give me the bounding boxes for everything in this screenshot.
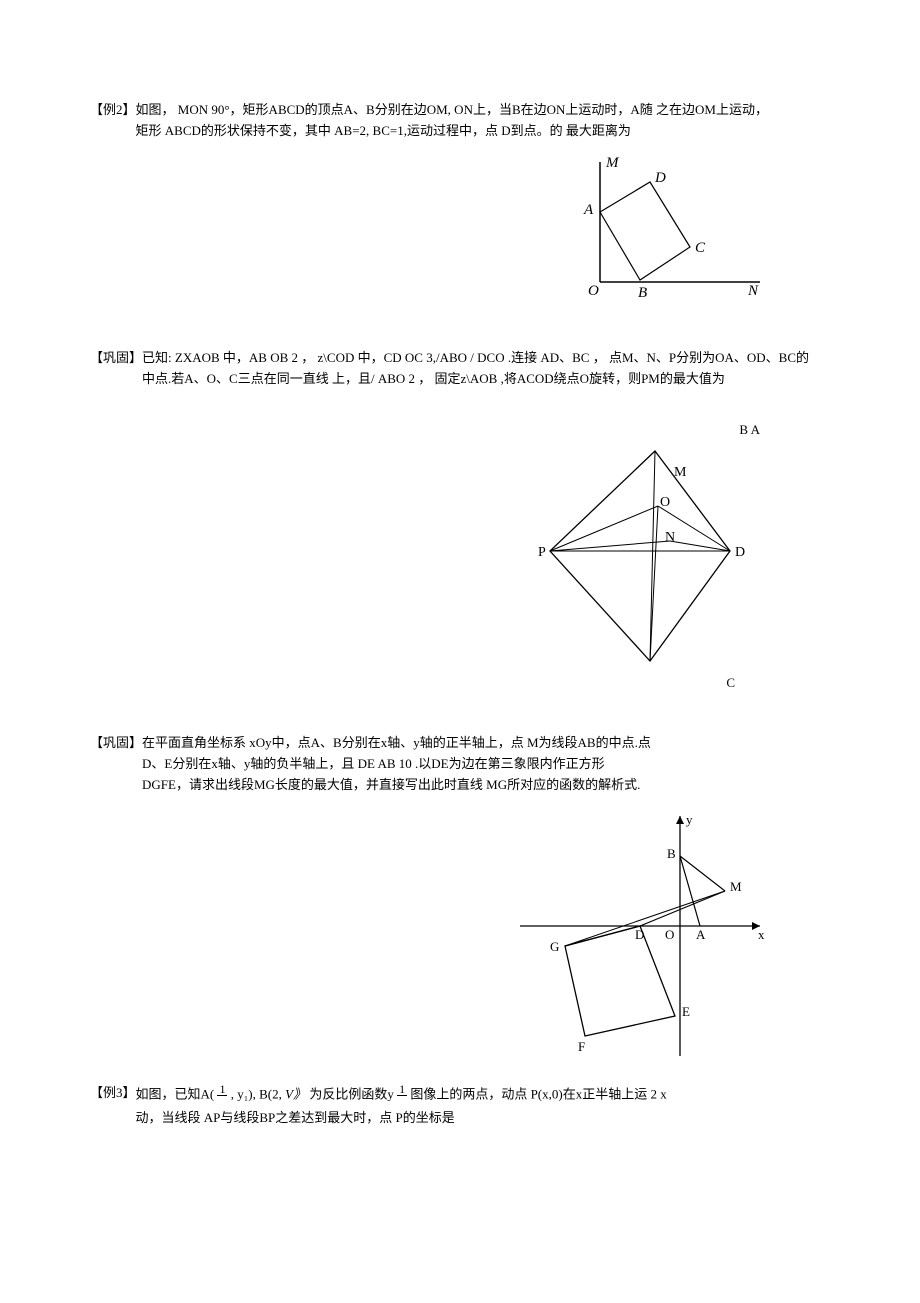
frac1: 1 [217,1083,227,1108]
figure-ex2: M D A C O B N [90,152,830,309]
tag-ex2: 【例2】 [90,100,136,121]
frac2: 1 [397,1083,407,1108]
problem-text: 【例2】 如图， MON 90°，矩形ABCD的顶点A、B分别在边OM, ON上… [90,100,830,142]
ex2-line2: 矩形 ABCD的形状保持不变，其中 AB=2, BC=1,运动过程中，点 D到点… [136,123,631,138]
body-g2: 在平面直角坐标系 xOy中，点A、B分别在x轴、y轴的正半轴上，点 M为线段AB… [142,733,830,795]
label-B: B [638,285,647,301]
problem-text-ex3: 【例3】 如图，已知A( 1 , y₁), B(2, V》 为反比例函数y 1 … [90,1083,830,1129]
g2-D: D [635,927,644,942]
g2-A: A [696,927,706,942]
body-ex2: 如图， MON 90°，矩形ABCD的顶点A、B分别在边OM, ON上，当B在边… [136,100,830,142]
problem-text-g1: 【巩固】 已知: ZXAOB 中，AB OB 2 ， z\COD 中，CD OC… [90,348,830,390]
ex3-pre: 如图，已知A( [136,1086,218,1101]
figure-g1: M O P N D [90,441,830,678]
g1-O: O [660,495,670,510]
tag-g2: 【巩固】 [90,733,142,754]
ex2-line1: 如图， MON 90°，矩形ABCD的顶点A、B分别在边OM, ON上，当B在边… [136,102,768,117]
problem-gonggu1: 【巩固】 已知: ZXAOB 中，AB OB 2 ， z\COD 中，CD OC… [90,348,830,693]
g2-line2: D、E分别在x轴、y轴的负半轴上，且 DE AB 10 .以DE为边在第三象限内… [142,756,605,771]
g2-M: M [730,879,742,894]
label-C: C [695,240,706,256]
problem-ex2: 【例2】 如图， MON 90°，矩形ABCD的顶点A、B分别在边OM, ON上… [90,100,830,308]
g2-x: x [758,927,765,942]
g2-G: G [550,939,559,954]
problem-text-g2: 【巩固】 在平面直角坐标系 xOy中，点A、B分别在x轴、y轴的正半轴上，点 M… [90,733,830,795]
g1-P: P [538,545,546,560]
problem-gonggu2: 【巩固】 在平面直角坐标系 xOy中，点A、B分别在x轴、y轴的正半轴上，点 M… [90,733,830,1072]
g1-M: M [674,465,687,480]
g2-O: O [665,927,674,942]
g2-E: E [682,1004,690,1019]
g2-line3: DGFE，请求出线段MG长度的最大值，并直接写出此时直线 MG所对应的函数的解析… [142,777,640,792]
label-D: D [654,170,666,186]
body-g1: 已知: ZXAOB 中，AB OB 2 ， z\COD 中，CD OC 3,/A… [142,348,830,390]
label-O: O [588,283,599,299]
figure-g2: y B M D O A x G E F [90,806,830,1073]
g2-B: B [667,846,676,861]
ex3-line2: 动，当线段 AP与线段BP之差达到最大时，点 P的坐标是 [136,1110,455,1125]
g2-line1: 在平面直角坐标系 xOy中，点A、B分别在x轴、y轴的正半轴上，点 M为线段AB… [142,735,651,750]
g2-y: y [686,812,693,827]
g1-N: N [665,530,675,545]
label-M: M [605,155,620,171]
label-A: A [583,202,594,218]
g1-line1: 已知: ZXAOB 中，AB OB 2 ， z\COD 中，CD OC 3,/A… [142,350,809,365]
tag-ex3: 【例3】 [90,1083,136,1104]
tag-g1: 【巩固】 [90,348,142,369]
ex3-ital: V》 [285,1086,306,1101]
label-BA: B A [90,420,830,441]
g2-F: F [578,1039,585,1054]
ex3-mid3: 图像上的两点，动点 P(x,0)在x正半轴上运 2 x [410,1086,666,1101]
body-ex3: 如图，已知A( 1 , y₁), B(2, V》 为反比例函数y 1 图像上的两… [136,1083,830,1129]
g1-line2: 中点.若A、O、C三点在同一直线 上，且/ ABO 2 ， 固定z\AOB ,将… [142,371,725,386]
g1-D: D [735,545,745,560]
ex3-mid1: , y₁), B(2, [231,1086,285,1101]
ex3-mid2: 为反比例函数y [309,1086,397,1101]
label-N: N [747,283,759,299]
problem-ex3: 【例3】 如图，已知A( 1 , y₁), B(2, V》 为反比例函数y 1 … [90,1083,830,1129]
